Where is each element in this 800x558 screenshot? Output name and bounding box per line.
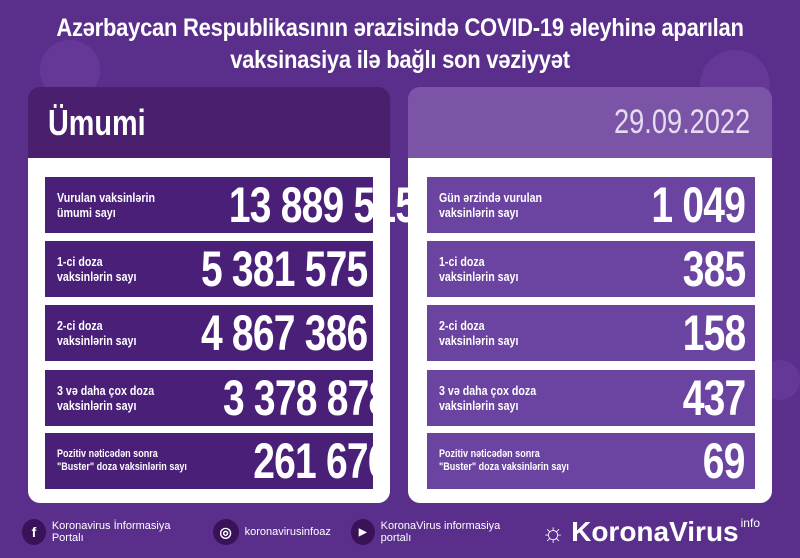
title-line-1: Azərbaycan Respublikasının ərazisində CO… — [56, 14, 744, 42]
instagram-label: koronavirusinfoaz — [244, 526, 331, 538]
stat-value: 3 378 878 — [222, 370, 389, 426]
stat-row: Pozitiv nəticədən sonra "Buster" doza vak… — [45, 433, 390, 489]
stat-label: 2-ci doza vaksinlərin sayı — [439, 318, 519, 348]
brand-name: KoronaVirus — [571, 516, 739, 547]
brand-logo: ☼ KoronaVirus info — [541, 516, 760, 548]
stat-row: Gün ərzində vurulan vaksinlərin sayı 1 049 — [427, 177, 755, 233]
stat-value: 5 381 575 — [200, 241, 368, 297]
total-header: Ümumi — [28, 87, 390, 158]
facebook-icon: f — [22, 519, 46, 545]
facebook-label: Koronavirus İnformasiya Portalı — [51, 520, 171, 544]
youtube-label: KoronaVirus informasiya portalı — [380, 520, 501, 544]
stat-value: 385 — [682, 241, 746, 297]
stat-row: 2-ci doza vaksinlərin sayı 4 867 386 — [45, 305, 373, 361]
virus-sun-icon: ☼ — [541, 517, 566, 547]
stat-label: 3 və daha çox doza vaksinlərin sayı — [57, 383, 155, 413]
stat-row: 3 və daha çox doza vaksinlərin sayı 3 378 … — [45, 370, 390, 426]
stat-label: Vurulan vaksinlərin ümumi sayı — [57, 190, 155, 220]
stat-value: 4 867 386 — [200, 305, 368, 361]
youtube-icon: ▶ — [350, 519, 375, 545]
stat-value: 437 — [682, 370, 746, 426]
instagram-link[interactable]: ◎ koronavirusinfoaz — [212, 519, 331, 545]
stat-label: 1-ci doza vaksinlərin sayı — [439, 254, 519, 284]
stat-row: Pozitiv nəticədən sonra "Buster" doza vak… — [427, 433, 755, 489]
stat-label: Gün ərzində vurulan vaksinlərin sayı — [439, 190, 543, 220]
instagram-icon: ◎ — [212, 519, 239, 545]
date-header: 29.09.2022 — [408, 87, 772, 158]
stat-row: Vurulan vaksinlərin ümumi sayı 13 889 515 — [45, 177, 417, 233]
stat-row: 2-ci doza vaksinlərin sayı 158 — [427, 305, 755, 361]
report-date: 29.09.2022 — [613, 103, 750, 141]
brand-sup: info — [740, 516, 760, 530]
facebook-link[interactable]: f Koronavirus İnformasiya Portalı — [22, 519, 193, 545]
stat-label: Pozitiv nəticədən sonra "Buster" doza vak… — [439, 448, 569, 473]
footer: f Koronavirus İnformasiya Portalı ◎ korona… — [0, 512, 800, 552]
total-heading: Ümumi — [48, 101, 146, 143]
stat-value: 69 — [703, 433, 746, 489]
stat-row: 1-ci doza vaksinlərin sayı 5 381 575 — [45, 241, 373, 297]
total-panel: Vurulan vaksinlərin ümumi sayı 13 889 515 … — [28, 158, 417, 503]
stat-value: 158 — [682, 305, 746, 361]
stat-label: 1-ci doza vaksinlərin sayı — [57, 254, 137, 284]
youtube-link[interactable]: ▶ KoronaVirus informasiya portalı — [350, 519, 521, 545]
daily-panel: Gün ərzində vurulan vaksinlərin sayı 1 049… — [408, 158, 772, 503]
stat-row: 3 və daha çox doza vaksinlərin sayı 437 — [427, 370, 755, 426]
stat-label: Pozitiv nəticədən sonra "Buster" doza vak… — [57, 448, 187, 473]
stat-value: 13 889 515 — [229, 177, 417, 233]
stat-row: 1-ci doza vaksinlərin sayı 385 — [427, 241, 755, 297]
stat-value: 261 676 — [253, 433, 390, 489]
title-line-2: vaksinasiya ilə bağlı son vəziyyət — [230, 46, 570, 74]
stat-label: 3 və daha çox doza vaksinlərin sayı — [439, 383, 537, 413]
stat-label: 2-ci doza vaksinlərin sayı — [57, 318, 137, 348]
stat-value: 1 049 — [651, 177, 745, 233]
page-title: Azərbaycan Respublikasının ərazisində CO… — [48, 12, 752, 76]
